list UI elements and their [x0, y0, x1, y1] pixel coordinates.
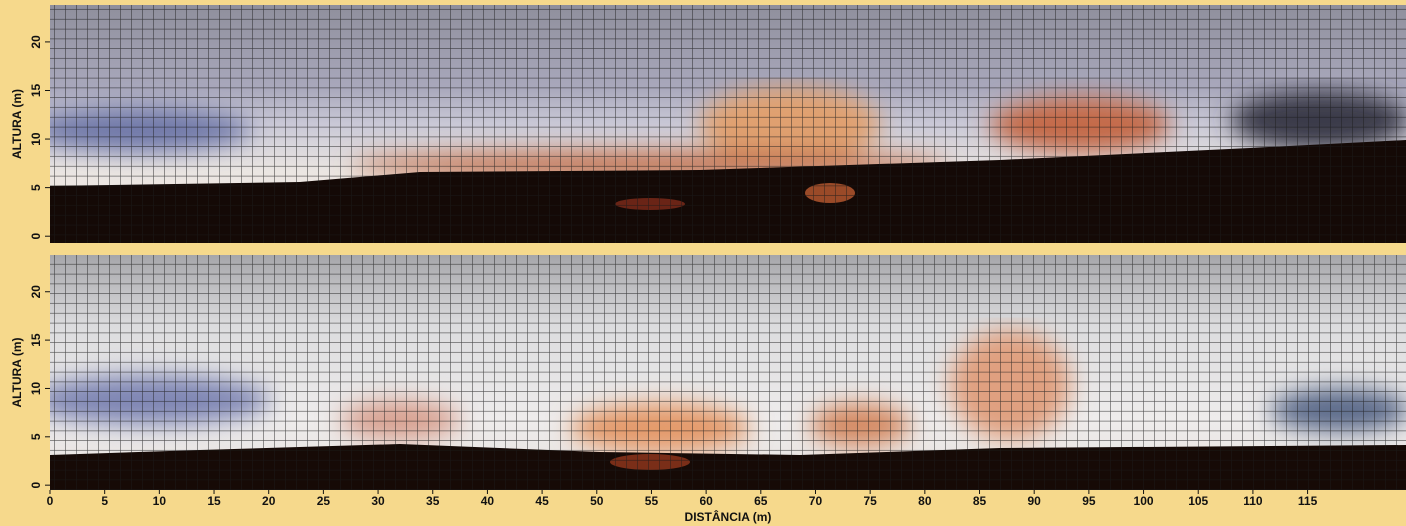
x-tick-label: 110 [1243, 494, 1263, 508]
photo-bottom [50, 255, 1406, 490]
x-tick-label: 85 [973, 494, 987, 508]
y-axis-label: ALTURA (m) [10, 338, 24, 408]
x-tick-label: 90 [1028, 494, 1042, 508]
x-tick-label: 30 [371, 494, 385, 508]
y-axis-label: ALTURA (m) [10, 89, 24, 159]
x-tick-label: 40 [481, 494, 495, 508]
x-tick-label: 65 [754, 494, 768, 508]
x-tick-label: 75 [863, 494, 877, 508]
y-tick-label: 5 [29, 184, 43, 191]
x-tick-label: 95 [1082, 494, 1096, 508]
x-tick-label: 15 [207, 494, 221, 508]
y-tick-label: 10 [29, 381, 43, 395]
x-tick-label: 5 [101, 494, 108, 508]
y-tick-label: 5 [29, 433, 43, 440]
x-tick-label: 55 [645, 494, 659, 508]
x-tick-label: 50 [590, 494, 604, 508]
x-tick-label: 80 [918, 494, 932, 508]
y-tick-label: 15 [29, 333, 43, 347]
x-tick-label: 115 [1298, 494, 1318, 508]
x-tick-label: 0 [47, 494, 54, 508]
y-tick-label: 20 [29, 35, 43, 49]
y-tick-label: 0 [29, 233, 43, 240]
y-tick-label: 0 [29, 482, 43, 489]
x-tick-label: 105 [1188, 494, 1208, 508]
x-tick-label: 10 [153, 494, 167, 508]
y-tick-label: 10 [29, 132, 43, 146]
y-tick-label: 15 [29, 83, 43, 97]
x-tick-label: 20 [262, 494, 276, 508]
x-axis-label: DISTÂNCIA (m) [685, 509, 772, 524]
x-tick-label: 35 [426, 494, 440, 508]
x-tick-label: 25 [317, 494, 331, 508]
x-tick-label: 70 [809, 494, 823, 508]
x-tick-label: 100 [1134, 494, 1154, 508]
x-tick-label: 60 [699, 494, 713, 508]
photo-top [50, 5, 1406, 243]
x-tick-label: 45 [535, 494, 549, 508]
y-tick-label: 20 [29, 285, 43, 299]
